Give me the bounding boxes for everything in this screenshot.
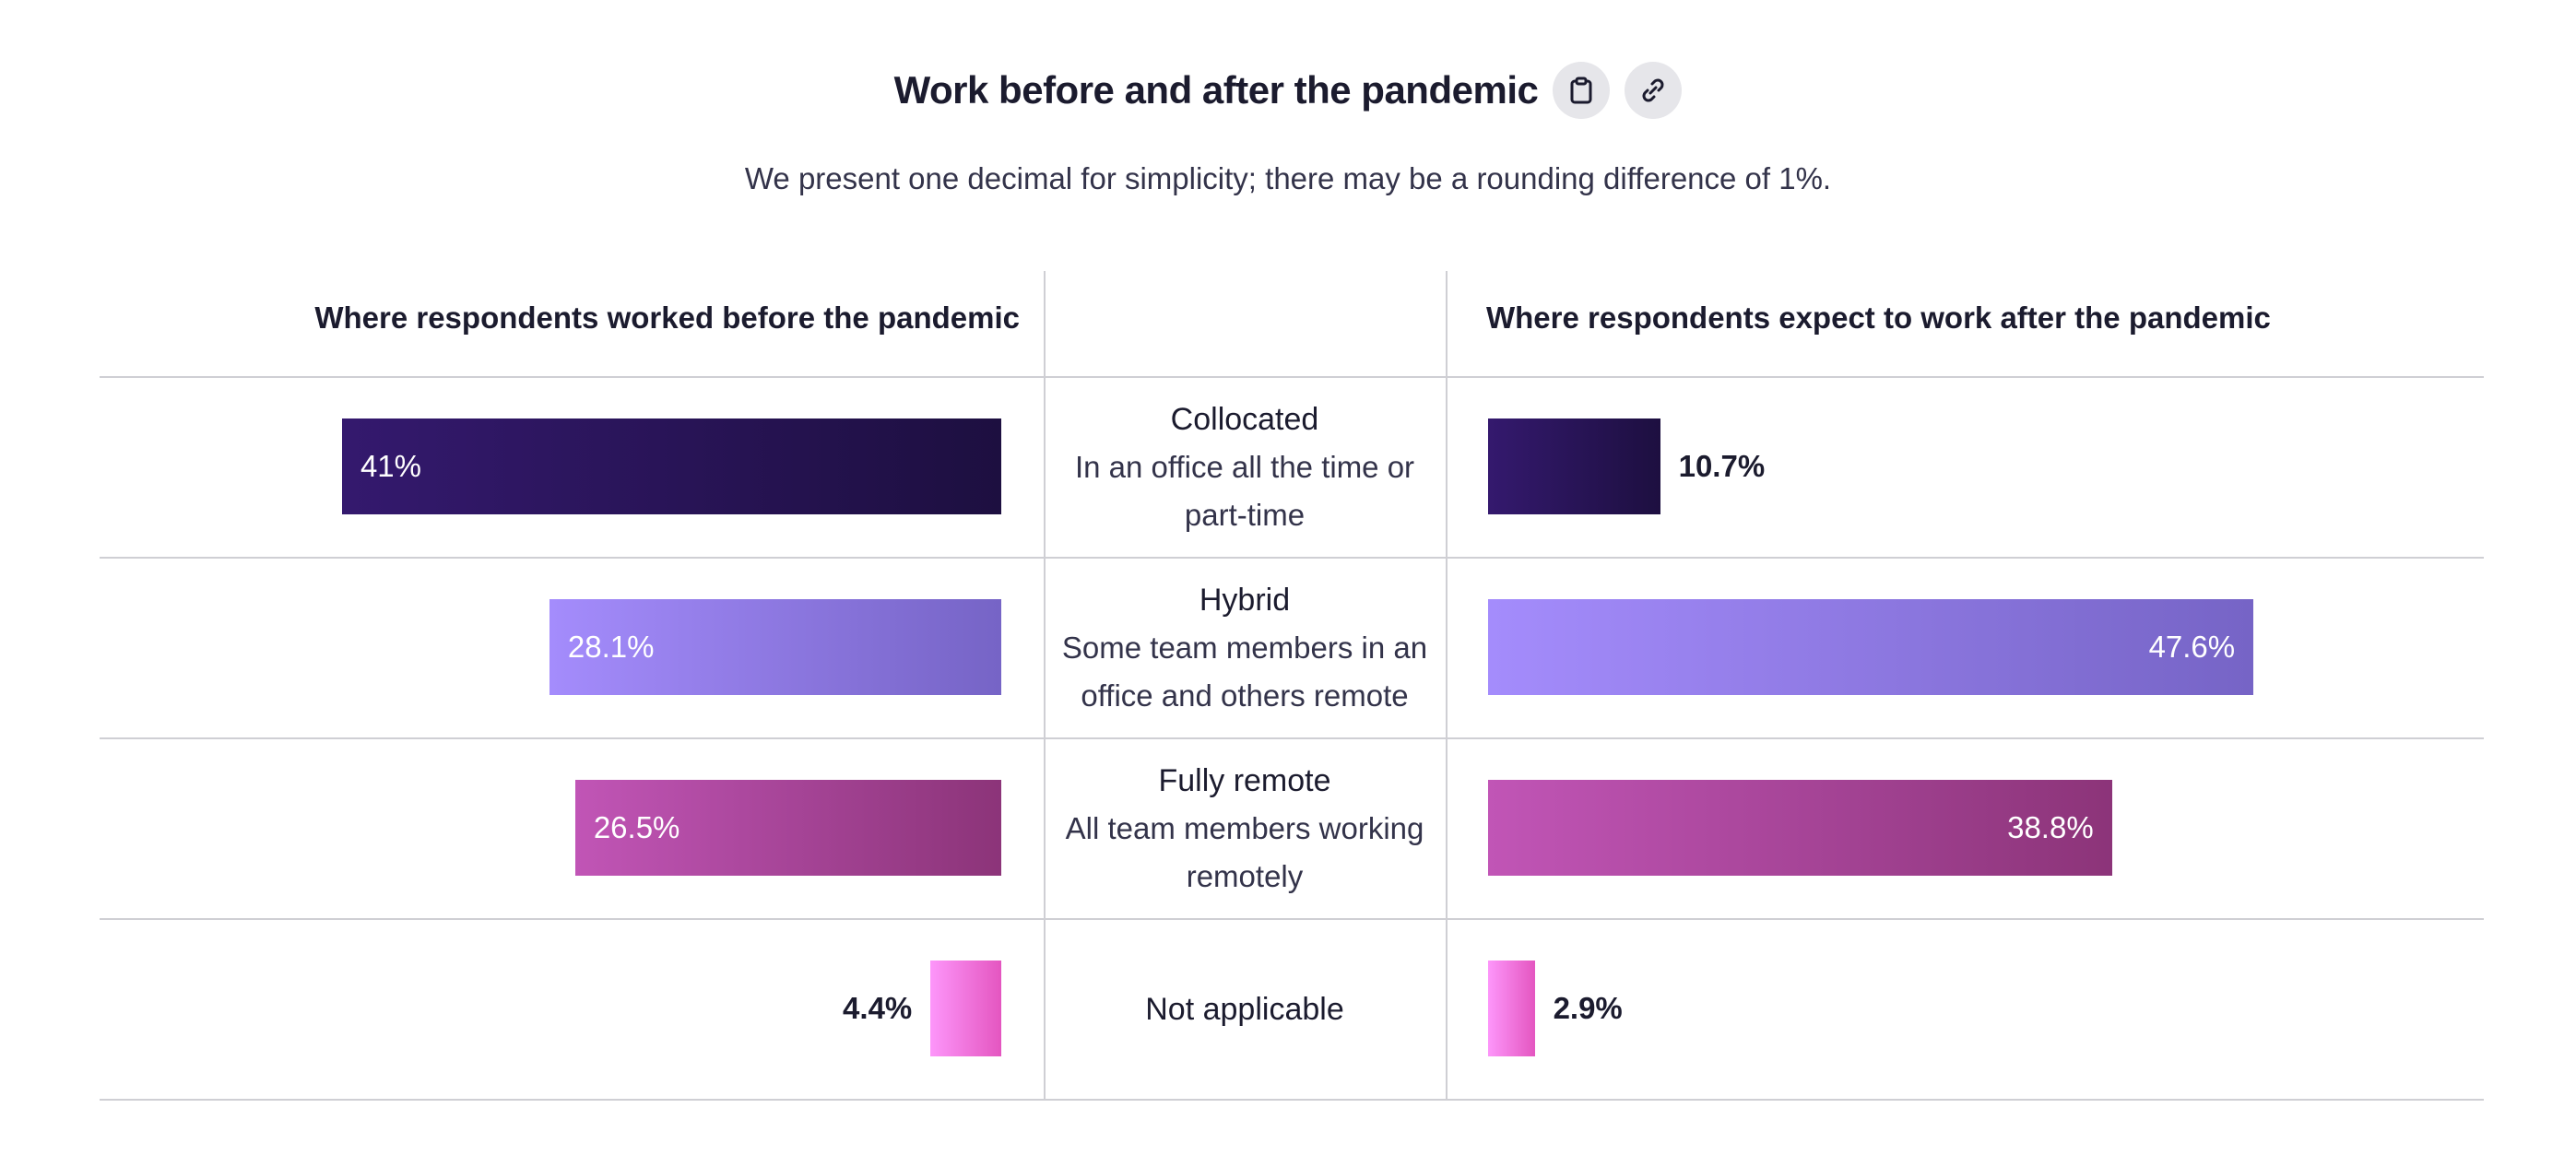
bar-after bbox=[1488, 418, 1660, 514]
table-row: 26.5% Fully remote All team members workin… bbox=[100, 739, 2484, 920]
divider-left bbox=[1044, 271, 1046, 1099]
clipboard-icon[interactable] bbox=[1553, 62, 1611, 119]
chart-title: Work before and after the pandemic bbox=[893, 68, 1539, 112]
bar-after-label: 2.9% bbox=[1553, 991, 1623, 1025]
bar-after-label: 10.7% bbox=[1678, 449, 1766, 483]
bar-after: 38.8% bbox=[1488, 780, 2112, 876]
category-description: All team members working remotely bbox=[1065, 811, 1424, 893]
bar-after bbox=[1488, 961, 1535, 1056]
table-row: 28.1% Hybrid Some team members in an offic… bbox=[100, 559, 2484, 739]
bar-before-label: 41% bbox=[360, 449, 422, 483]
category-cell: Collocated In an office all the time or p… bbox=[1044, 378, 1446, 557]
bar-before: 26.5% bbox=[574, 780, 1001, 876]
category-name: Fully remote bbox=[1158, 763, 1331, 798]
category-name: Not applicable bbox=[1145, 992, 1344, 1027]
left-column-header: Where respondents worked before the pand… bbox=[314, 301, 1020, 335]
category-cell: Not applicable bbox=[1044, 920, 1446, 1099]
bar-after-label: 47.6% bbox=[2148, 630, 2236, 664]
table-row: 41% Collocated In an office all the time o… bbox=[100, 378, 2484, 559]
bar-after: 47.6% bbox=[1488, 599, 2254, 695]
bar-before-label: 28.1% bbox=[567, 630, 655, 664]
link-icon[interactable] bbox=[1625, 62, 1683, 119]
chart-subtitle: We present one decimal for simplicity; t… bbox=[744, 161, 1832, 195]
table-row: 4.4% Not applicable 2.9% bbox=[100, 920, 2484, 1101]
title-row: Work before and after the pandemic bbox=[0, 59, 2576, 122]
category-cell: Fully remote All team members working rem… bbox=[1044, 739, 1446, 918]
bar-before-label: 26.5% bbox=[593, 810, 680, 844]
divider-right bbox=[1446, 271, 1448, 1099]
bar-before-label: 4.4% bbox=[843, 991, 913, 1025]
category-name: Collocated bbox=[1170, 402, 1319, 437]
bar-before bbox=[930, 961, 1001, 1056]
bar-before: 41% bbox=[341, 418, 1001, 514]
category-name: Hybrid bbox=[1199, 583, 1291, 618]
category-description: In an office all the time or part-time bbox=[1074, 450, 1415, 532]
right-column-header: Where respondents expect to work after t… bbox=[1486, 301, 2271, 335]
category-cell: Hybrid Some team members in an office and… bbox=[1044, 559, 1446, 737]
bar-before: 28.1% bbox=[549, 599, 1001, 695]
category-description: Some team members in an office and other… bbox=[1061, 631, 1428, 713]
header-row: Where respondents worked before the pand… bbox=[100, 269, 2484, 378]
bar-after-label: 38.8% bbox=[2007, 810, 2094, 844]
